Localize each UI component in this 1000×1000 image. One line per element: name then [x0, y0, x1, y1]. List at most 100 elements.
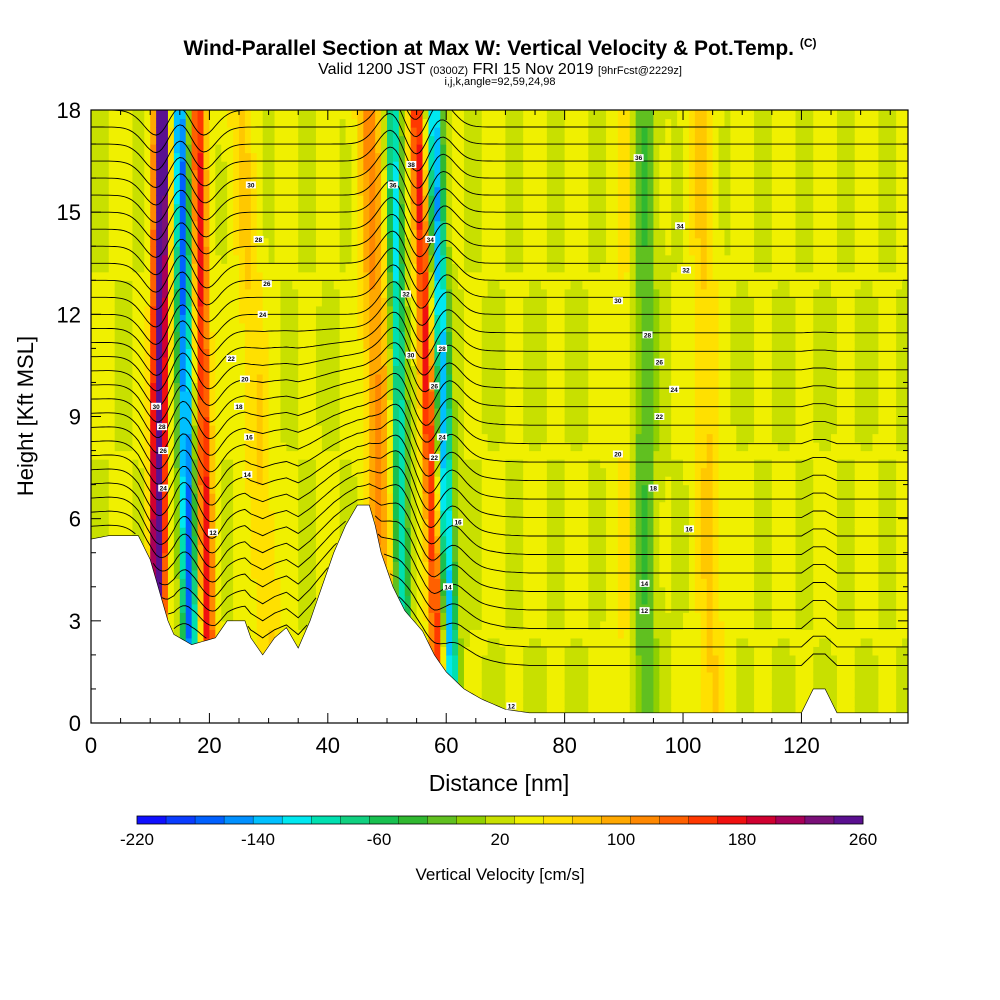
field-cell	[167, 356, 175, 367]
field-cell	[185, 246, 193, 256]
field-cell	[475, 544, 483, 554]
field-cell	[452, 586, 459, 596]
field-cell	[173, 152, 181, 162]
field-cell	[321, 501, 329, 511]
field-cell	[185, 501, 193, 511]
field-cell	[173, 339, 181, 349]
field-cell	[156, 331, 163, 341]
field-cell	[422, 365, 430, 375]
field-cell	[197, 433, 205, 443]
field-cell	[304, 365, 311, 375]
field-cell	[392, 288, 400, 298]
field-cell	[167, 339, 175, 349]
field-cell	[173, 212, 181, 222]
field-cell	[250, 186, 258, 196]
field-cell	[475, 288, 483, 298]
field-cell	[298, 212, 305, 222]
field-cell	[167, 135, 175, 145]
field-cell	[91, 467, 98, 477]
field-cell	[422, 314, 430, 324]
field-cell	[404, 390, 412, 401]
field-cell	[274, 229, 282, 239]
field-cell	[369, 416, 376, 426]
field-cell	[298, 578, 305, 588]
field-cell	[493, 314, 501, 324]
field-cell	[292, 442, 299, 452]
field-cell	[250, 110, 258, 120]
field-cell	[321, 552, 329, 562]
field-cell	[162, 178, 169, 188]
field-cell	[310, 365, 317, 375]
field-cell	[191, 356, 199, 367]
field-cell	[132, 518, 139, 528]
field-cell	[250, 425, 258, 435]
field-cell	[191, 271, 199, 281]
field-cell	[132, 127, 139, 137]
field-cell	[173, 476, 181, 486]
field-cell	[410, 288, 418, 298]
field-cell	[274, 467, 282, 477]
field-cell	[310, 127, 317, 137]
field-cell	[274, 373, 282, 384]
field-cell	[239, 271, 246, 281]
field-cell	[274, 271, 282, 281]
field-cell	[458, 510, 465, 520]
field-cell	[138, 203, 145, 213]
field-cell	[292, 127, 299, 137]
field-cell	[499, 620, 507, 630]
field-cell	[256, 425, 264, 435]
field-cell	[375, 450, 382, 460]
field-cell	[167, 578, 175, 588]
field-cell	[446, 348, 453, 358]
field-cell	[434, 646, 441, 656]
field-cell	[286, 476, 293, 486]
field-cell	[268, 450, 276, 460]
field-cell	[458, 595, 465, 605]
field-cell	[351, 459, 359, 469]
field-cell	[392, 544, 400, 554]
field-cell	[102, 195, 110, 205]
field-cell	[280, 450, 287, 460]
field-cell	[481, 612, 489, 622]
field-cell	[452, 161, 459, 171]
field-cell	[173, 365, 181, 375]
field-cell	[357, 237, 364, 247]
field-cell	[120, 110, 128, 120]
field-cell	[351, 254, 359, 264]
field-cell	[292, 518, 299, 528]
field-cell	[209, 118, 216, 128]
field-cell	[221, 586, 228, 596]
field-cell	[262, 578, 270, 588]
field-cell	[167, 169, 175, 179]
field-cell	[209, 535, 216, 545]
field-cell	[475, 161, 483, 171]
field-cell	[481, 544, 489, 554]
field-cell	[481, 680, 489, 690]
field-cell	[256, 603, 264, 613]
field-cell	[262, 152, 270, 162]
field-cell	[162, 416, 169, 426]
field-cell	[469, 246, 477, 256]
field-cell	[333, 527, 341, 537]
field-cell	[434, 305, 441, 315]
field-cell	[446, 629, 453, 639]
field-cell	[292, 263, 299, 273]
field-cell	[244, 161, 252, 171]
field-cell	[173, 314, 181, 324]
field-cell	[167, 212, 175, 222]
field-cell	[469, 161, 477, 171]
field-cell	[446, 178, 453, 188]
field-cell	[440, 178, 447, 188]
field-cell	[256, 178, 264, 188]
field-cell	[327, 195, 335, 205]
field-cell	[162, 135, 169, 145]
field-cell	[327, 212, 335, 222]
field-cell	[91, 407, 98, 418]
field-cell	[475, 186, 483, 196]
field-cell	[487, 161, 495, 171]
field-cell	[416, 169, 424, 179]
field-cell	[375, 382, 382, 392]
field-cell	[91, 442, 98, 452]
field-cell	[298, 305, 305, 315]
field-cell	[416, 186, 424, 196]
